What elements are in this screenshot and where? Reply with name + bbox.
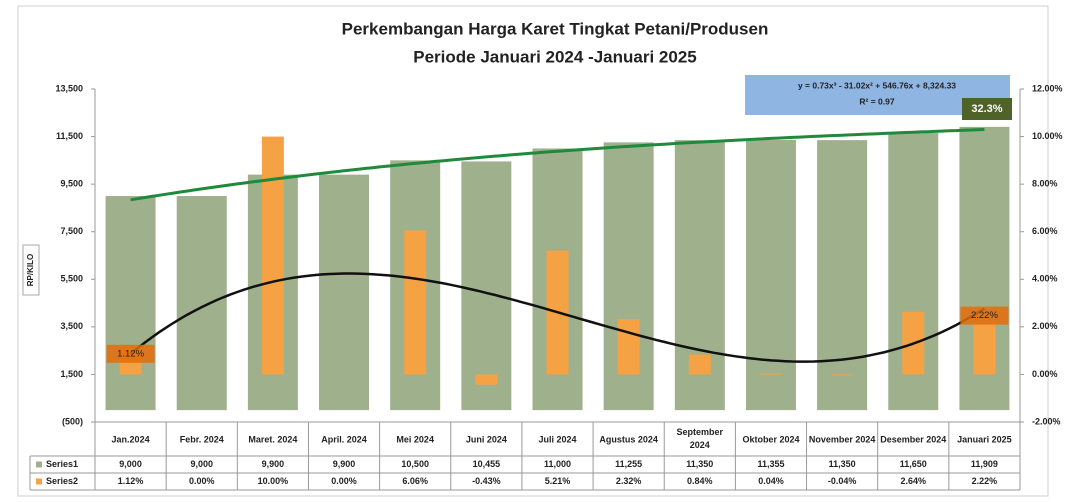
- data-label: 1.12%: [117, 348, 144, 359]
- x-tick-label: September 2024: [677, 427, 724, 450]
- y-label-box: [22, 244, 40, 296]
- data-label-box: [960, 306, 1009, 325]
- bar: [404, 230, 427, 375]
- bar: [817, 140, 868, 411]
- y2-tick-label: 6.00%: [1032, 226, 1058, 236]
- y-tick-label: 5,500: [60, 274, 83, 284]
- bar: [617, 319, 640, 375]
- table-value: 11,909: [971, 459, 998, 469]
- data-label: 2.22%: [971, 310, 998, 321]
- trend-line: [130, 128, 985, 202]
- bar: [745, 140, 796, 411]
- y2-tick-label: 8.00%: [1032, 179, 1058, 189]
- equation-text: y = 0.73x³ - 31.02x² + 546.76x + 8,324.3…: [798, 80, 956, 90]
- annotation: 32.3%: [971, 103, 1002, 115]
- bar: [475, 374, 498, 385]
- table-value: 9,000: [119, 459, 142, 469]
- y-tick-label: 3,500: [60, 321, 83, 331]
- trend-line: [129, 272, 986, 363]
- x-tick-label: Oktober 2024: [742, 434, 799, 444]
- table-value: 10.00%: [258, 476, 289, 486]
- table-value: 0.00%: [331, 476, 357, 486]
- bar: [688, 354, 711, 375]
- table-value: 0.84%: [687, 476, 713, 486]
- x-tick-label: Febr. 2024: [180, 434, 224, 444]
- legend-swatch: [36, 478, 42, 485]
- bar: [759, 373, 782, 375]
- x-tick-label: Mei 2024: [396, 434, 434, 444]
- y2-tick-label: 4.00%: [1032, 274, 1058, 284]
- table-value: 10,455: [473, 459, 501, 469]
- bar: [176, 196, 227, 411]
- y2-tick-label: -2.00%: [1032, 416, 1061, 426]
- x-tick-label: Maret. 2024: [248, 434, 297, 444]
- table-value: 11,000: [544, 459, 571, 469]
- table-value: 11,255: [615, 459, 642, 469]
- bar: [831, 374, 854, 376]
- table-value: 10,500: [401, 459, 429, 469]
- y-tick-label: 13,500: [55, 83, 83, 93]
- table-value: 6.06%: [402, 476, 428, 486]
- table-value: 9,000: [190, 459, 213, 469]
- bar: [461, 161, 512, 411]
- y2-tick-label: 12.00%: [1032, 83, 1063, 93]
- x-tick-label: Juni 2024: [466, 434, 507, 444]
- table-value: 11,355: [757, 459, 784, 469]
- legend-label: Series1: [46, 459, 78, 469]
- y2-tick-label: 2.00%: [1032, 321, 1058, 331]
- table-value: 2.64%: [901, 476, 927, 486]
- x-tick-label: April. 2024: [321, 434, 367, 444]
- table-value: 9,900: [262, 459, 285, 469]
- table-value: 2.22%: [972, 476, 998, 486]
- bar: [973, 321, 996, 375]
- legend-label: Series2: [46, 476, 78, 486]
- table-value: 0.00%: [189, 476, 215, 486]
- annotation-box: [962, 98, 1012, 120]
- chart-subtitle: Periode Januari 2024 -Januari 2025: [413, 47, 697, 66]
- bar: [261, 136, 284, 375]
- bar: [105, 196, 156, 411]
- y-axis-label: RP/KILO: [26, 254, 35, 286]
- x-tick-label: Desember 2024: [880, 434, 946, 444]
- data-label-box: [106, 344, 155, 363]
- legend-swatch: [36, 461, 42, 468]
- table-value: 0.04%: [758, 476, 784, 486]
- x-tick-label: Januari 2025: [957, 434, 1012, 444]
- y-tick-label: (500): [62, 416, 83, 426]
- table-value: -0.43%: [472, 476, 501, 486]
- table-value: -0.04%: [828, 476, 857, 486]
- table-value: 9,900: [333, 459, 356, 469]
- y2-tick-label: 10.00%: [1032, 131, 1063, 141]
- y-tick-label: 9,500: [60, 179, 83, 189]
- x-tick-label: Juli 2024: [538, 434, 576, 444]
- y-tick-label: 1,500: [60, 369, 83, 379]
- equation-text: R² = 0.97: [859, 96, 894, 106]
- table-value: 11,350: [829, 459, 856, 469]
- table-value: 11,350: [686, 459, 713, 469]
- y-tick-label: 7,500: [60, 226, 83, 236]
- x-tick-label: Agustus 2024: [599, 434, 658, 444]
- y2-tick-label: 0.00%: [1032, 369, 1058, 379]
- table-value: 1.12%: [118, 476, 144, 486]
- y-tick-label: 11,500: [56, 131, 83, 141]
- table-value: 5.21%: [545, 476, 571, 486]
- x-tick-label: November 2024: [809, 434, 876, 444]
- chart-title: Perkembangan Harga Karet Tingkat Petani/…: [342, 19, 769, 38]
- x-tick-label: Jan.2024: [112, 434, 150, 444]
- table-value: 11,650: [900, 459, 927, 469]
- table-value: 2.32%: [616, 476, 642, 486]
- bar: [319, 174, 370, 411]
